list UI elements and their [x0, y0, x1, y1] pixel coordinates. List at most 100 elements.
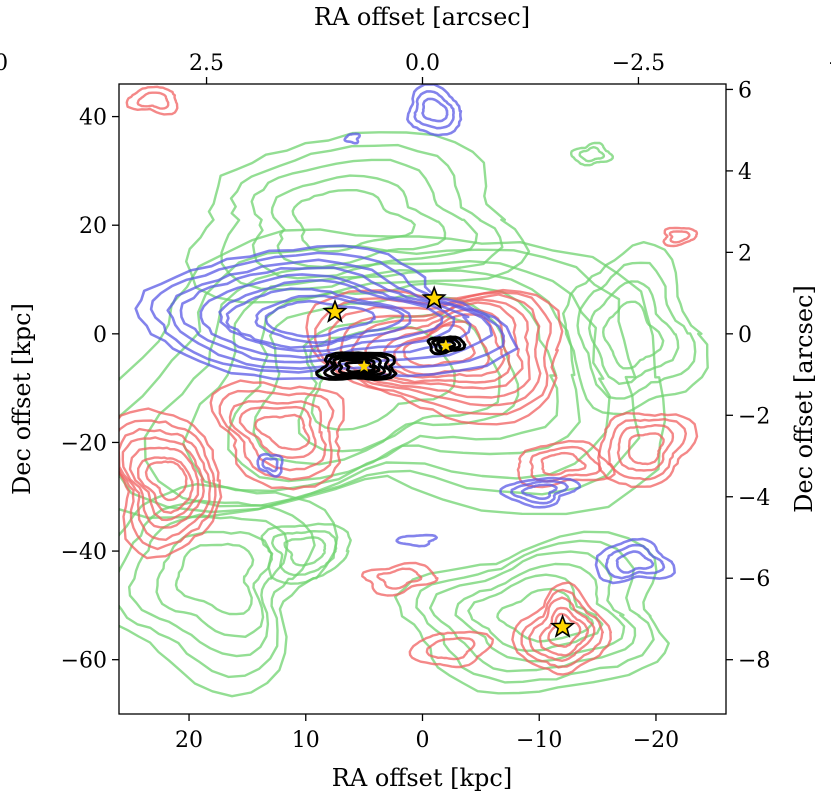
- blue-contour-17-6: [225, 287, 412, 349]
- blue-contour-18-0: [406, 84, 463, 137]
- red-contour-9-2: [528, 596, 596, 662]
- y-tick-label-2: 0: [93, 323, 107, 348]
- red-contour-9-4: [547, 612, 582, 648]
- blue-contour-18-2: [421, 97, 449, 123]
- green-contour-2-2: [429, 550, 637, 673]
- y2-tick-label-1: 4: [738, 160, 752, 185]
- green-contour-1-0: [185, 131, 531, 304]
- x-tick-label-3: −10: [516, 728, 562, 753]
- red-contour-8-4: [128, 446, 200, 522]
- red-contour-11-1: [218, 389, 335, 481]
- x2-axis-label: RA offset [arcsec]: [314, 3, 530, 31]
- green-contour-2-1: [415, 539, 655, 684]
- blue-contour-17-8: [264, 299, 376, 338]
- blue-contour-17-4: [199, 273, 456, 359]
- blue-contour-23-0: [395, 533, 438, 548]
- black-contour-25-1: [431, 337, 462, 353]
- x2-tick-label-0: 5.0: [0, 51, 8, 76]
- y-tick-label-0: 40: [79, 106, 107, 131]
- red-contour-12-0: [516, 439, 616, 489]
- green-contour-2-5: [496, 587, 595, 643]
- black-contour-24-0: [315, 351, 398, 381]
- red-contour-7-5: [364, 308, 512, 384]
- green-contour-5-1: [271, 530, 338, 577]
- red-contour-10-0: [597, 411, 699, 489]
- red-contour-13-0: [361, 561, 439, 597]
- blue-contour-20-0: [594, 537, 676, 585]
- green-contour-4-3: [602, 300, 665, 370]
- green-contour-2-3: [454, 562, 626, 663]
- red-contour-7-0: [305, 288, 564, 426]
- blue-contour-21-0: [256, 452, 284, 478]
- green-contour-4-2: [588, 280, 680, 385]
- y-tick-label-3: −20: [61, 431, 107, 456]
- blue-contour-17-2: [166, 258, 494, 370]
- star-marker-0: [322, 298, 348, 323]
- y2-tick-label-0: 6: [738, 78, 752, 103]
- red-contour-10-2: [616, 424, 675, 472]
- x2-tick-label-4: −5.0: [828, 51, 831, 76]
- red-contour-9-0: [511, 581, 612, 676]
- y2-tick-label-6: −6: [738, 567, 770, 592]
- red-contour-8-1: [119, 419, 217, 551]
- y2-tick-label-5: −4: [738, 486, 770, 511]
- black-contour-25-2: [436, 339, 457, 351]
- black-contour-24-2: [330, 355, 386, 377]
- red-contour-16-1: [425, 636, 476, 661]
- x-tick-label-2: 0: [416, 728, 430, 753]
- y2-tick-label-7: −8: [738, 649, 770, 674]
- red-contour-9-1: [520, 588, 604, 669]
- red-contour-11-4: [254, 413, 311, 451]
- green-contour-1-4: [291, 189, 416, 253]
- blue-contour-20-1: [605, 543, 666, 580]
- green-contour-5-2: [283, 536, 327, 567]
- contour-layer: [119, 84, 709, 698]
- x-tick-label-1: 10: [292, 728, 320, 753]
- y2-tick-label-2: 2: [738, 241, 752, 266]
- blue-contour-21-1: [261, 457, 279, 473]
- x2-tick-label-1: 2.5: [189, 51, 224, 76]
- star-marker-2: [549, 613, 576, 638]
- red-contour-12-2: [540, 451, 587, 476]
- x2-tick-label-3: −2.5: [612, 51, 665, 76]
- black-contour-24-1: [323, 353, 392, 379]
- green-contour-6-1: [578, 146, 606, 163]
- blue-contour-18-1: [413, 90, 455, 130]
- green-contour-3-3: [155, 530, 273, 638]
- green-contour-4-0: [562, 241, 709, 416]
- green-contour-6-0: [570, 141, 614, 167]
- red-contour-11-2: [228, 399, 327, 472]
- red-contour-10-3: [627, 432, 665, 466]
- small-star-marker-1: [439, 339, 453, 352]
- red-contour-8-2: [119, 427, 212, 541]
- blue-contour-17-5: [218, 279, 444, 353]
- x2-tick-label-2: 0.0: [405, 51, 440, 76]
- red-contour-8-0: [119, 407, 223, 560]
- y2-axis-label: Dec offset [arcsec]: [790, 285, 818, 513]
- red-contour-10-1: [607, 418, 687, 481]
- y-axis-label: Dec offset [kpc]: [8, 303, 36, 495]
- red-contour-14-1: [668, 230, 691, 244]
- green-contour-0-1: [119, 245, 641, 514]
- green-contour-2-4: [467, 573, 604, 652]
- green-contour-0-3: [182, 269, 581, 493]
- blue-contour-19-0: [499, 476, 582, 509]
- green-contour-1-3: [270, 174, 447, 269]
- red-contour-11-3: [238, 405, 317, 459]
- small-star-marker-0: [357, 359, 371, 372]
- x-tick-label-4: −20: [633, 728, 679, 753]
- green-contour-1-2: [250, 158, 479, 280]
- y2-tick-label-4: −2: [738, 404, 770, 429]
- red-contour-11-0: [209, 379, 345, 491]
- red-contour-14-0: [662, 226, 699, 248]
- red-contour-13-1: [376, 567, 423, 590]
- red-contour-8-3: [121, 436, 205, 529]
- y-tick-label-1: 20: [79, 214, 107, 239]
- blue-contour-19-2: [520, 483, 558, 500]
- blue-contour-19-1: [510, 479, 569, 505]
- y-tick-label-5: −60: [61, 649, 107, 674]
- red-contour-15-0: [125, 85, 179, 116]
- green-contour-3-2: [127, 513, 289, 658]
